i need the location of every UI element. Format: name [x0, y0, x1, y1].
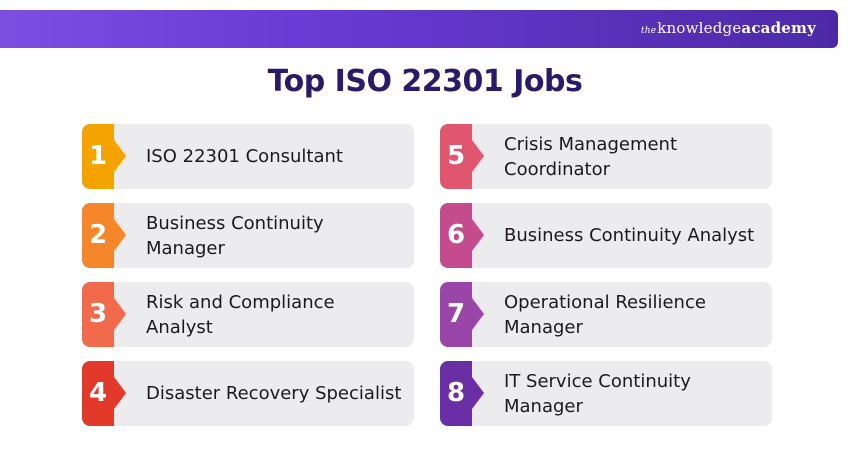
job-card: 8 IT Service Continuity Manager	[440, 361, 772, 426]
brand-academy: academy	[741, 19, 816, 37]
badge-arrow-icon	[472, 377, 484, 409]
job-number-badge	[440, 203, 472, 268]
job-card: 7 Operational Resilience Manager	[440, 282, 772, 347]
job-title: Business Continuity Manager	[146, 212, 324, 259]
header-banner: theknowledgeacademy	[0, 10, 838, 48]
badge-arrow-icon	[114, 377, 126, 409]
job-card: 5 Crisis Management Coordinator	[440, 124, 772, 189]
job-title: ISO 22301 Consultant	[146, 146, 343, 167]
job-title: Risk and Compliance Analyst	[146, 291, 335, 338]
badge-arrow-icon	[114, 298, 126, 330]
job-title: IT Service Continuity Manager	[504, 370, 691, 417]
job-card: 4 Disaster Recovery Specialist	[82, 361, 414, 426]
job-number-badge	[440, 361, 472, 426]
job-number: 6	[446, 220, 466, 250]
brand-logo: theknowledgeacademy	[641, 19, 816, 37]
badge-arrow-icon	[472, 219, 484, 251]
job-number-badge	[82, 124, 114, 189]
job-number-badge	[82, 361, 114, 426]
job-number: 1	[88, 141, 108, 171]
job-title: Disaster Recovery Specialist	[146, 383, 402, 404]
job-number-badge	[440, 124, 472, 189]
job-title: Crisis Management Coordinator	[504, 133, 678, 180]
badge-arrow-icon	[114, 140, 126, 172]
job-number: 2	[88, 220, 108, 250]
job-number: 7	[446, 299, 466, 329]
brand-knowledge: knowledge	[657, 19, 742, 37]
job-number-badge	[440, 282, 472, 347]
job-title: Business Continuity Analyst	[504, 225, 755, 246]
page-title: Top ISO 22301 Jobs	[267, 64, 583, 99]
badge-arrow-icon	[114, 219, 126, 251]
job-card: 2 Business Continuity Manager	[82, 203, 414, 268]
job-number: 5	[446, 141, 466, 171]
brand-prefix: the	[640, 26, 657, 36]
job-card: 1 ISO 22301 Consultant	[82, 124, 414, 189]
job-number: 8	[446, 378, 466, 408]
badge-arrow-icon	[472, 298, 484, 330]
job-number: 3	[88, 299, 108, 329]
job-number: 4	[88, 378, 108, 408]
job-number-badge	[82, 282, 114, 347]
job-number-badge	[82, 203, 114, 268]
job-card: 6 Business Continuity Analyst	[440, 203, 772, 268]
job-card: 3 Risk and Compliance Analyst	[82, 282, 414, 347]
badge-arrow-icon	[472, 140, 484, 172]
job-title: Operational Resilience Manager	[504, 291, 706, 338]
